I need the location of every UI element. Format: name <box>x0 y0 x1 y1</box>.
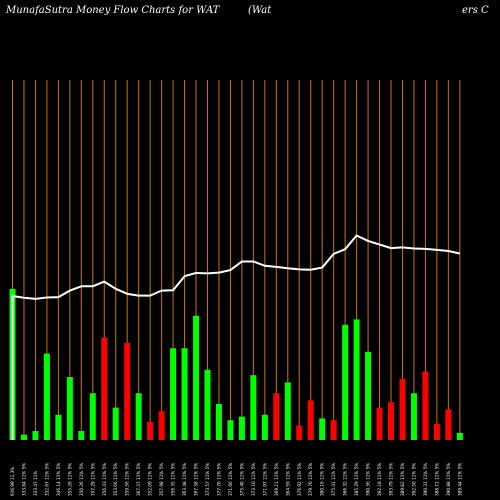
x-tick-label: 352.09 11% 5% <box>148 463 153 496</box>
money-flow-bar <box>20 434 27 440</box>
x-tick-label: 376.92 11% 5% <box>297 463 302 496</box>
money-flow-bar <box>170 348 177 440</box>
x-tick-label: 366.32 11% 5% <box>343 463 348 496</box>
money-flow-bar <box>101 337 108 440</box>
x-tick-label: 346.14 11% 5% <box>56 463 61 496</box>
x-tick-label: 379.70 11% 5% <box>308 463 313 496</box>
money-flow-bar <box>261 414 268 440</box>
x-tick-label: 390.31 11% 5% <box>423 463 428 496</box>
x-tick-label: 377.70 11% 5% <box>216 463 221 496</box>
money-flow-bar <box>284 382 291 440</box>
x-tick-label: 356.43 11% 5% <box>102 463 107 496</box>
money-flow-bar <box>330 420 337 440</box>
x-tick-label: 390.56 11% 5% <box>366 463 371 496</box>
money-flow-bar <box>43 353 50 440</box>
x-tick-labels: 936.99 11.3% 333.84 11% 5% 333.47 11% 332.6… <box>10 463 462 496</box>
money-flow-bar <box>181 348 188 440</box>
x-tick-label: 373.57 11% 5% <box>205 463 210 496</box>
money-flow-bar <box>158 411 165 440</box>
x-tick-label: 359.56 11% 5% <box>125 463 130 496</box>
x-tick-label: 392.18 11% 5% <box>377 463 382 496</box>
x-tick-label: 357.29 11% 5% <box>90 463 95 496</box>
money-flow-bar <box>410 393 417 440</box>
money-flow-bar <box>445 409 452 440</box>
money-flow-bar <box>112 407 119 440</box>
money-flow-bar <box>273 393 280 440</box>
x-tick-label: 373.10 11% 5% <box>251 463 256 496</box>
line-series <box>11 234 461 440</box>
x-tick-label: 380.16 11% 5% <box>320 463 325 496</box>
x-tick-label: 367.37 11% 5% <box>136 463 141 496</box>
x-tick-label: 332.67 11% 5% <box>44 463 49 496</box>
money-flow-bar <box>204 369 211 440</box>
money-flow-bar <box>227 420 234 440</box>
money-flow-bar <box>55 414 62 440</box>
x-tick-label: 353.66 11% 5% <box>113 463 118 496</box>
money-flow-bar <box>456 432 463 440</box>
money-flow-bar <box>307 400 314 440</box>
x-tick-label: 369.21 11% 5% <box>274 463 279 496</box>
money-flow-bar <box>32 431 39 440</box>
money-flow-bar <box>353 319 360 440</box>
money-flow-bar <box>422 371 429 440</box>
money-flow-bar <box>78 431 85 440</box>
money-flow-bar <box>193 315 200 440</box>
x-tick-label: 363.48 11% 5% <box>182 463 187 496</box>
x-tick-label: 936.99 11.3% <box>10 467 15 496</box>
money-flow-bar <box>296 425 303 440</box>
x-tick-label: 357.98 11% 5% <box>159 463 164 496</box>
money-flow-bar <box>433 423 440 440</box>
line-series-path <box>11 234 461 440</box>
x-tick-label: 333.84 11% 5% <box>21 463 26 496</box>
money-flow-bar <box>319 418 326 440</box>
chart-header-right: ers C <box>462 5 489 16</box>
chart-header-center: (Wat <box>248 5 272 16</box>
x-tick-label: 375.40 11% 5% <box>239 463 244 496</box>
money-flow-bar <box>135 393 142 440</box>
x-tick-label: 355.26 11% 5% <box>67 463 72 496</box>
x-tick-label: 393.79 11% 5% <box>389 463 394 496</box>
money-flow-bar <box>215 404 222 440</box>
money-flow-bar <box>66 377 73 440</box>
money-flow-bar <box>124 342 131 440</box>
money-flow-bar <box>388 402 395 440</box>
x-tick-label: 392.50 11% 5% <box>411 463 416 496</box>
money-flow-bar <box>342 324 349 440</box>
money-flow-bar <box>376 407 383 440</box>
x-tick-label: 364.59 11% 5% <box>285 463 290 496</box>
money-flow-bar <box>89 393 96 440</box>
x-tick-label: 389.82 11% 5% <box>400 463 405 496</box>
x-tick-label: 388.72 11% 5% <box>434 463 439 496</box>
x-tick-label: 390.88 11% 5% <box>446 463 451 496</box>
money-flow-bar <box>399 378 406 440</box>
money-flow-bar <box>365 351 372 440</box>
x-tick-label: 385.29 11% 5% <box>354 463 359 496</box>
chart-header-left: MunafaSutra Money Flow Charts for WAT <box>5 5 221 16</box>
x-tick-label: 371.66 11% 5% <box>228 463 233 496</box>
x-tick-label: 367.58 11% 5% <box>194 463 199 496</box>
x-tick-label: 375.41 11% 5% <box>331 463 336 496</box>
x-tick-label: 371.97 11% 5% <box>262 463 267 496</box>
x-tick-label: 389.44 11% 5% <box>457 463 462 496</box>
x-tick-label: 333.47 11% <box>33 471 38 496</box>
money-flow-bar <box>238 416 245 440</box>
x-tick-label: 350.26 11% 5% <box>79 463 84 496</box>
money-flow-bar <box>147 422 154 440</box>
x-tick-label: 356.35 11% 5% <box>171 463 176 496</box>
money-flow-bar <box>250 375 257 440</box>
